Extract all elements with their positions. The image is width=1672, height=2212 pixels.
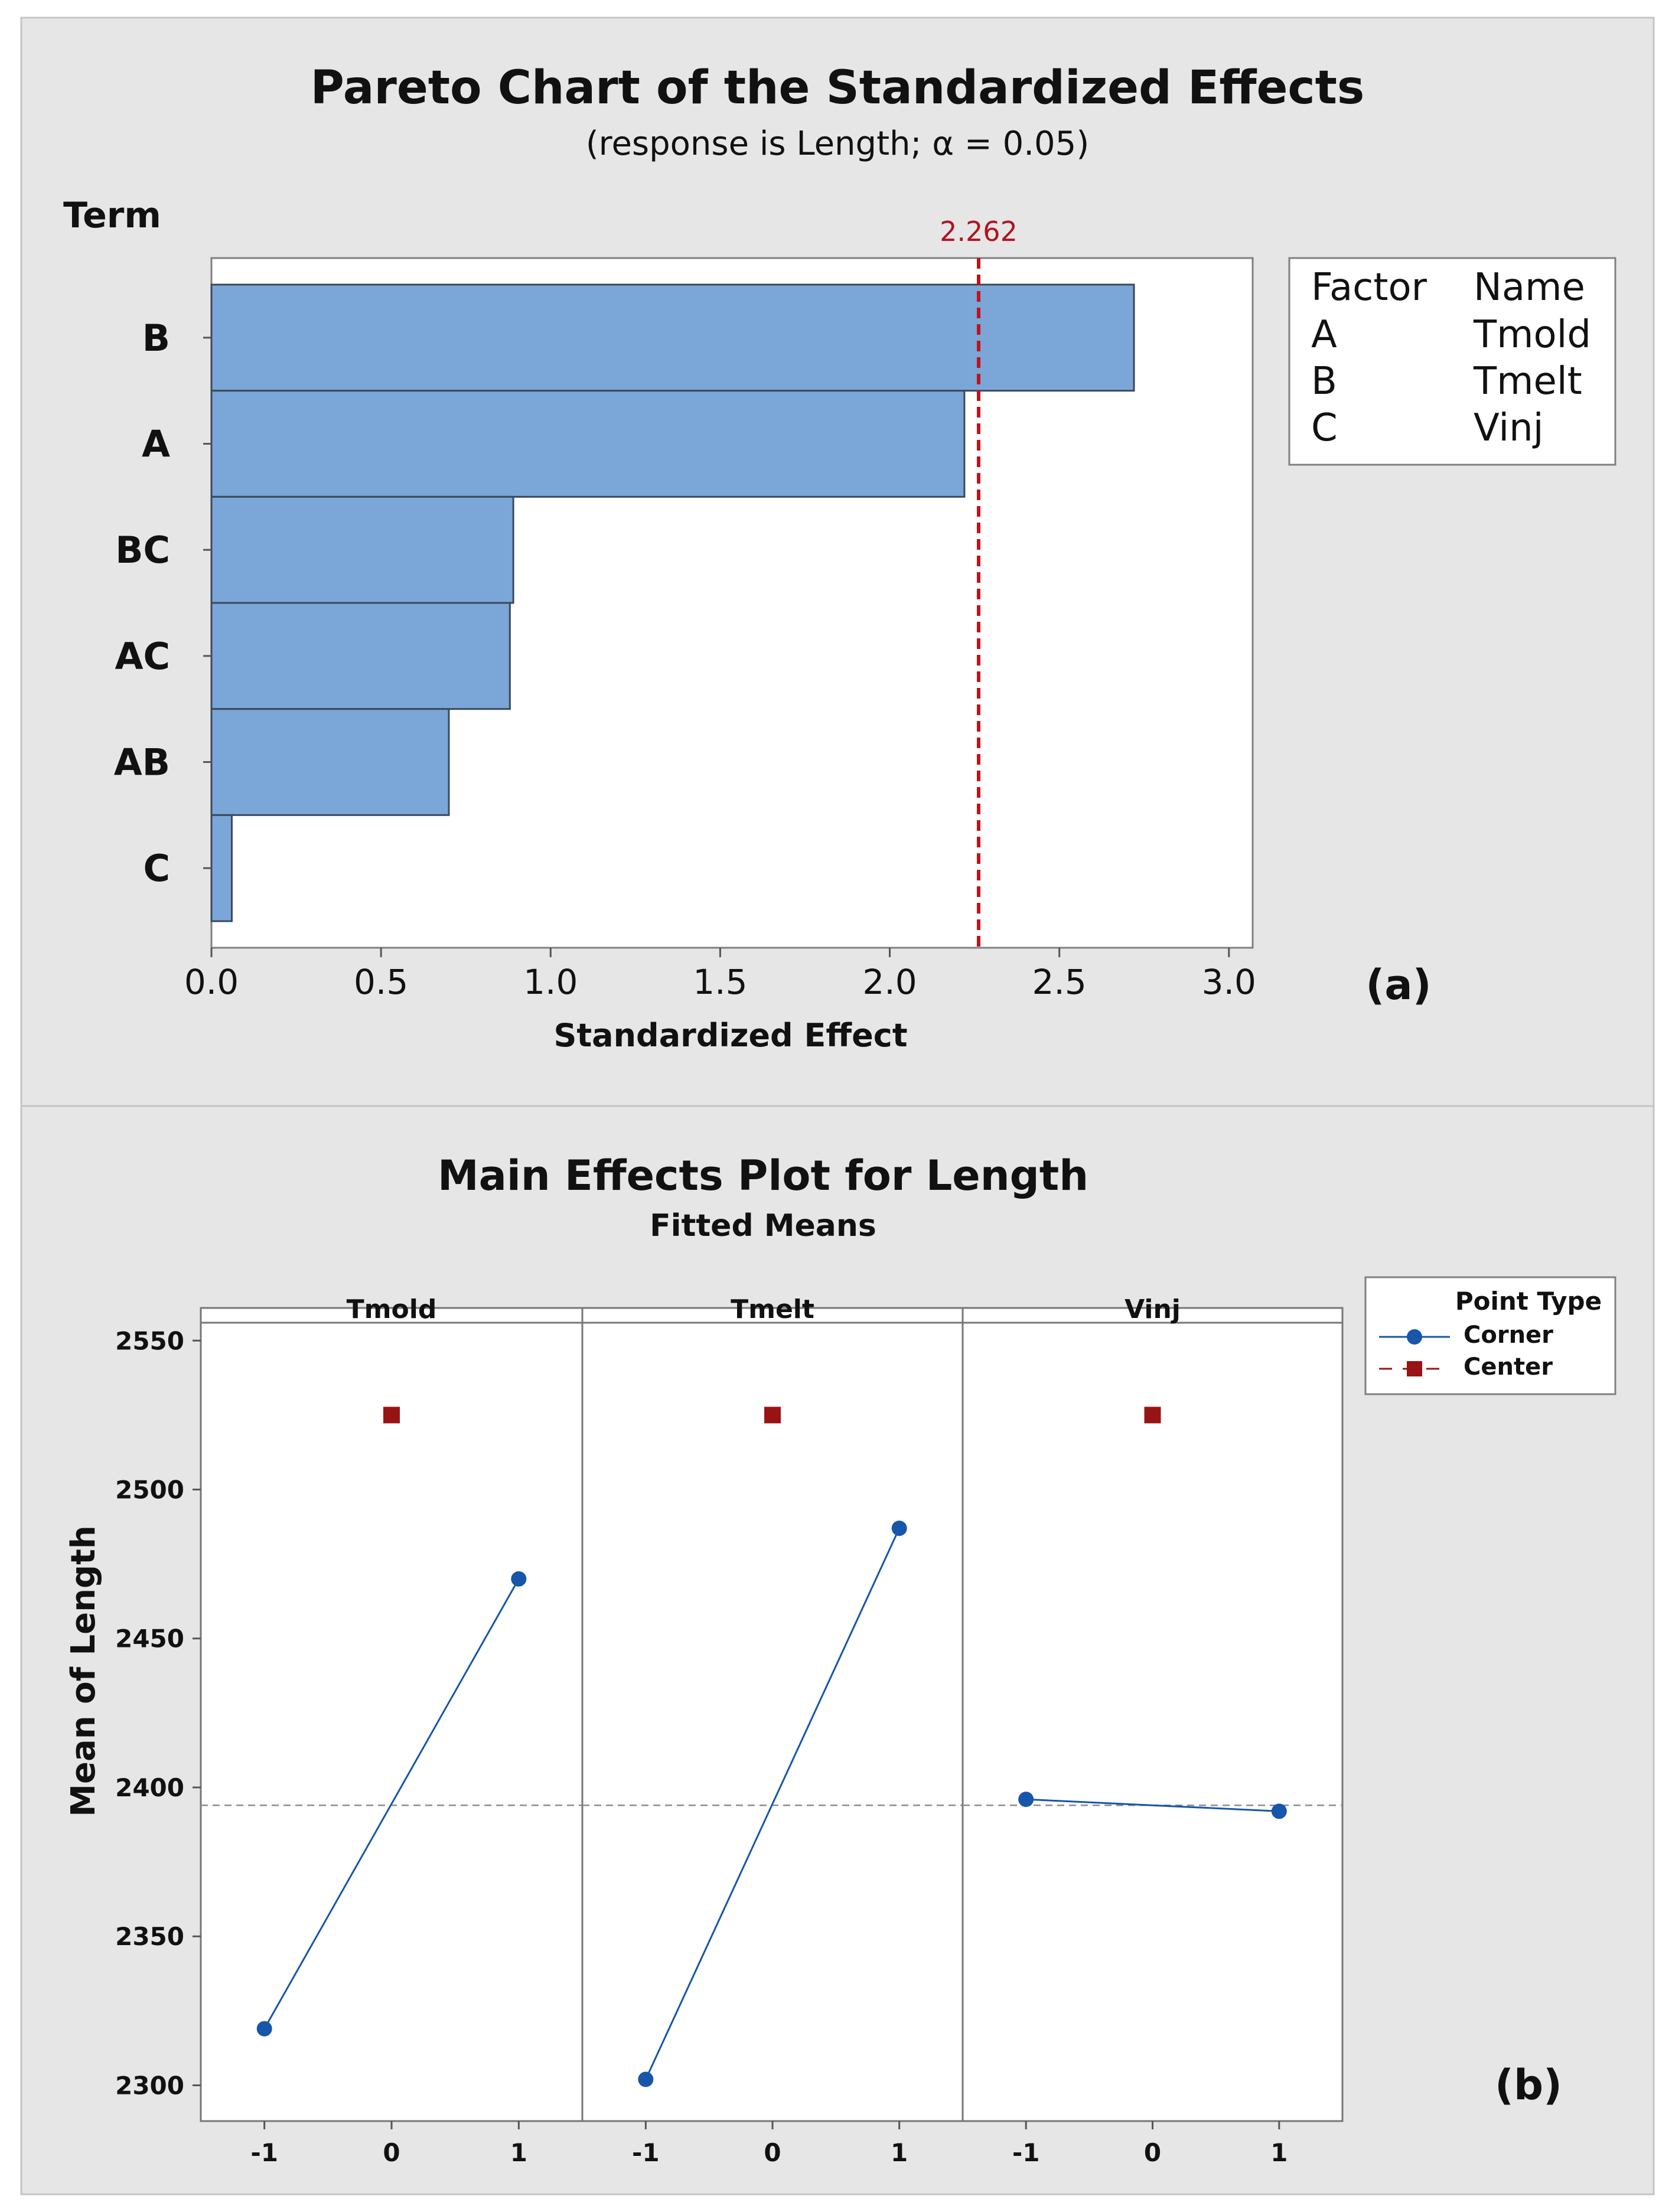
pareto-y-axis-label: Term <box>63 195 161 236</box>
pareto-xtick-label: 2.5 <box>1032 962 1087 1002</box>
subplot-header <box>962 1307 1344 1324</box>
subplot-plot-area <box>200 1322 584 2122</box>
corner-line-vinj <box>1026 1798 1279 1812</box>
subplot-header <box>200 1307 584 1324</box>
point-type-legend-title: Point Type <box>1455 1287 1602 1316</box>
corner-line-tmelt <box>644 1528 901 2080</box>
pareto-bar-c <box>210 814 233 922</box>
main-effects-subplots: Tmold -1 0 1 Tmelt -1 0 1 Vinj -1 0 1 <box>200 1294 1344 2167</box>
corner-point-vinj <box>1271 1803 1287 1819</box>
pareto-subtitle: (response is Length; α = 0.05) <box>586 125 1089 163</box>
subplot-plot-area <box>962 1322 1344 2122</box>
pareto-category-label-a: A <box>142 423 170 466</box>
main-effects-panel: Main Effects Plot for Length Fitted Mean… <box>20 1105 1655 2195</box>
corner-point-tmold <box>256 2021 272 2037</box>
factor-legend-box <box>1288 257 1616 466</box>
xtick-label: 0 <box>1144 2138 1161 2167</box>
main-effects-y-axis-label: Mean of Length <box>64 1525 103 1816</box>
xtick-label: 0 <box>383 2138 400 2167</box>
pareto-xtick-label: 1.0 <box>523 962 578 1002</box>
pareto-category-label-bc: BC <box>115 528 170 572</box>
subplot-tmelt: Tmelt -1 0 1 <box>581 1294 964 2167</box>
pareto-xtick-label: 2.0 <box>862 962 917 1002</box>
subplot-header <box>581 1307 964 1324</box>
corner-point-tmold <box>511 1571 527 1587</box>
corner-point-tmelt <box>891 1521 907 1536</box>
pareto-panel: Pareto Chart of the Standardized Effects… <box>20 17 1655 1107</box>
center-point-tmold <box>383 1407 400 1424</box>
pareto-xtick-label: 1.5 <box>693 962 747 1002</box>
xtick-label: -1 <box>250 2138 278 2167</box>
ytick-label: 2450 <box>115 1624 184 1653</box>
pareto-bars <box>210 283 1135 922</box>
pareto-x-axis-label: Standardized Effect <box>553 1017 907 1054</box>
xtick-label: 1 <box>510 2138 527 2167</box>
subplot-title-tmelt: Tmelt <box>731 1294 814 1324</box>
subplot-plot-area <box>581 1322 964 2122</box>
subplot-tmold: Tmold -1 0 1 <box>200 1294 584 2167</box>
center-point-tmelt <box>764 1407 781 1424</box>
main-effects-y-axis: 2300 2350 2400 2450 2500 2550 <box>115 1326 201 2100</box>
corner-line-tmold <box>263 1578 520 2030</box>
factor-legend-factor-c: C <box>1311 406 1338 450</box>
pareto-bar-ab <box>210 708 450 816</box>
factor-legend-name-b: Tmelt <box>1473 360 1582 403</box>
ytick-label: 2400 <box>115 1773 184 1802</box>
pareto-category-label-ab: AB <box>114 741 170 784</box>
corner-legend-label: Corner <box>1464 1322 1553 1349</box>
subplot-title-tmold: Tmold <box>347 1294 437 1324</box>
pareto-title: Pareto Chart of the Standardized Effects <box>311 61 1365 115</box>
factor-legend-factor-a: A <box>1311 313 1337 357</box>
factor-legend-name-a: Tmold <box>1473 313 1591 357</box>
factor-legend-header-factor: Factor <box>1311 266 1427 309</box>
pareto-bar-b <box>210 283 1135 392</box>
pareto-reference-label: 2.262 <box>940 216 1018 247</box>
pareto-xtick-label: 0.0 <box>184 962 239 1002</box>
point-type-legend: Point Type Corner Center <box>1364 1276 1616 1395</box>
ytick-label: 2300 <box>115 2071 184 2100</box>
ytick-label: 2550 <box>115 1326 184 1355</box>
factor-legend-name-c: Vinj <box>1474 406 1544 450</box>
ytick-label: 2500 <box>115 1476 184 1505</box>
xtick-label: 1 <box>891 2138 908 2167</box>
pareto-category-label-c: C <box>143 847 170 890</box>
panel-a-label: (a) <box>1365 961 1431 1009</box>
main-effects-subtitle: Fitted Means <box>650 1208 876 1244</box>
pareto-x-axis: 0.0 0.5 1.0 1.5 2.0 2.5 3.0 <box>184 948 1256 1002</box>
pareto-category-label-ac: AC <box>115 635 170 678</box>
xtick-label: 0 <box>764 2138 781 2167</box>
corner-legend-marker-icon <box>1407 1329 1422 1345</box>
subplot-title-vinj: Vinj <box>1125 1294 1181 1324</box>
center-legend-marker-icon <box>1407 1361 1422 1376</box>
xtick-label: -1 <box>632 2138 660 2167</box>
factor-legend-header-name: Name <box>1474 266 1585 309</box>
main-effects-title: Main Effects Plot for Length <box>438 1151 1088 1200</box>
xtick-label: 1 <box>1270 2138 1288 2167</box>
pareto-category-label-b: B <box>142 317 170 360</box>
pareto-bar-bc <box>210 495 514 604</box>
subplot-vinj: Vinj -1 0 1 <box>962 1294 1344 2167</box>
pareto-bar-a <box>210 390 966 498</box>
center-legend-label: Center <box>1464 1353 1553 1381</box>
ytick-label: 2350 <box>115 1922 184 1951</box>
pareto-xtick-label: 0.5 <box>354 962 408 1002</box>
panel-b-label: (b) <box>1495 2061 1562 2109</box>
factor-legend-factor-b: B <box>1311 360 1337 403</box>
corner-point-tmelt <box>638 2071 654 2087</box>
xtick-label: -1 <box>1012 2138 1040 2167</box>
pareto-bar-ac <box>210 602 511 710</box>
center-point-vinj <box>1144 1407 1161 1424</box>
pareto-xtick-label: 3.0 <box>1202 962 1256 1002</box>
corner-point-vinj <box>1018 1792 1034 1808</box>
factor-legend: Factor Name A Tmold B Tmelt C Vinj <box>1288 257 1616 466</box>
